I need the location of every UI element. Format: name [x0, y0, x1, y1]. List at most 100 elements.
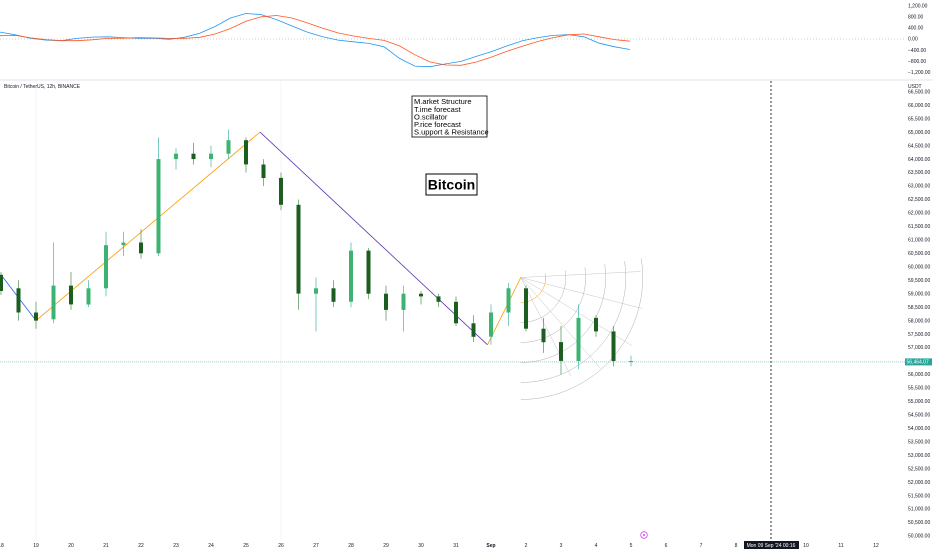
candle-body: [139, 242, 143, 254]
price-tick-label: 54,000.00: [908, 426, 930, 432]
candle-body: [524, 288, 528, 329]
time-tick-label: 3: [560, 543, 563, 549]
candle-body: [506, 288, 511, 313]
candle-body: [16, 288, 21, 313]
candle-body: [471, 323, 476, 337]
price-tick-label: 51,500.00: [908, 493, 930, 499]
price-tick-label: 53,500.00: [908, 439, 930, 445]
time-tick-label: 27: [313, 543, 319, 549]
price-tick-label: 61,500.00: [908, 224, 930, 230]
candle-body: [559, 342, 563, 361]
price-tick-label: 52,000.00: [908, 480, 930, 486]
price-tick-label: 50,000.00: [908, 534, 930, 540]
trend-lines: [0, 131, 522, 346]
price-tick-label: 60,500.00: [908, 251, 930, 257]
oscillator-line-2: [0, 15, 631, 66]
price-tick-label: 58,500.00: [908, 305, 930, 311]
trend-line: [259, 131, 488, 346]
candle-body: [576, 317, 581, 361]
time-tick-label: 7: [700, 543, 703, 549]
time-tick-label: 25: [243, 543, 249, 549]
oscillator-tick-label: −1,200.00: [908, 70, 931, 76]
candle-body: [401, 293, 406, 310]
candle-body: [296, 204, 301, 294]
crosshair-time-label: Mon 09 Sep '24 00:16: [747, 543, 796, 549]
annotation-bitcoin-label[interactable]: Bitcoin: [425, 173, 478, 196]
time-tick-label: 8: [735, 543, 738, 549]
oscillator-tick-label: 400.00: [908, 26, 924, 32]
fib-arc: [520, 270, 566, 323]
oscillator-tick-label: −400.00: [908, 48, 926, 54]
price-tick-label: 63,000.00: [908, 184, 930, 190]
candle-body: [69, 285, 73, 305]
event-marker[interactable]: [640, 531, 648, 539]
crosshair: Mon 09 Sep '24 00:16: [744, 81, 799, 549]
time-tick-label: 28: [348, 543, 354, 549]
time-tick-label: 21: [103, 543, 109, 549]
price-tick-label: 59,000.00: [908, 291, 930, 297]
price-tick-label: 61,000.00: [908, 238, 930, 244]
price-tick-label: 58,000.00: [908, 318, 930, 324]
price-tick-label: 55,500.00: [908, 386, 930, 392]
time-tick-label: 4: [595, 543, 598, 549]
candle-body: [191, 153, 196, 160]
time-axis: 1819202122232425262728293031Sep234567810…: [0, 543, 879, 549]
price-tick-label: 64,000.00: [908, 157, 930, 163]
time-tick-label: 11: [838, 543, 843, 549]
candle-body: [34, 312, 38, 321]
annotation-note[interactable]: M.arket Structure T.ime forecast O.scill…: [411, 95, 489, 138]
oscillator-tick-label: 1,200.00: [908, 4, 928, 10]
candle-body: [261, 164, 266, 178]
candle-body: [104, 245, 108, 289]
candle-body: [209, 153, 213, 160]
candle-body: [331, 288, 336, 302]
trend-line: [35, 131, 261, 321]
candlestick-series: [0, 129, 633, 375]
time-tick-label: 29: [383, 543, 389, 549]
trend-line: [487, 277, 522, 345]
price-panel: Bitcoin / TetherUS, 12h, BINANCE USDT 66…: [0, 81, 932, 549]
price-axis: 66,500.00 66,000.00 65,500.00 65,000.00 64,5…: [908, 90, 930, 540]
time-tick-label: 26: [278, 543, 284, 549]
candle-body: [384, 293, 388, 310]
candle-body: [51, 285, 56, 320]
candle-body: [0, 274, 3, 291]
candle-body: [419, 293, 423, 297]
candle-body: [611, 331, 616, 361]
fib-speed-resistance-arcs: [520, 258, 643, 400]
price-tick-label: 62,500.00: [908, 197, 930, 203]
oscillator-panel: 1,200.00 800.00 400.00 0.00 −400.00 −800.00 −1…: [0, 4, 931, 76]
currency-label: USDT: [908, 84, 922, 90]
current-price-marker: 56,464.07: [0, 358, 932, 366]
current-price-badge: [905, 358, 932, 366]
price-tick-label: 51,000.00: [908, 507, 930, 513]
fib-arc: [520, 267, 586, 343]
price-tick-label: 59,500.00: [908, 278, 930, 284]
price-tick-label: 65,500.00: [908, 116, 930, 122]
candle-body: [174, 153, 178, 160]
oscillator-tick-label: −800.00: [908, 59, 926, 65]
candle-body: [314, 288, 318, 294]
time-tick-label: Sep: [486, 543, 495, 549]
price-tick-label: 64,500.00: [908, 143, 930, 149]
time-tick-label: 22: [138, 543, 144, 549]
fib-ray: [520, 271, 641, 278]
candle-body: [436, 296, 441, 302]
note-line-1: M.arket Structure: [414, 97, 472, 106]
oscillator-tick-label: 800.00: [908, 15, 924, 21]
note-line-4: P.rice forecast: [414, 120, 462, 129]
price-tick-label: 52,500.00: [908, 466, 930, 472]
fib-ray: [520, 277, 601, 368]
price-tick-label: 57,000.00: [908, 345, 930, 351]
fib-arc: [520, 261, 627, 383]
price-tick-label: 54,500.00: [908, 413, 930, 419]
price-tick-label: 62,000.00: [908, 211, 930, 217]
crosshair-time-badge: [744, 541, 799, 549]
candle-body: [349, 250, 353, 302]
price-tick-label: 66,500.00: [908, 90, 930, 96]
time-tick-label: 20: [68, 543, 74, 549]
time-tick-label: 2: [525, 543, 528, 549]
time-tick-label: 18: [0, 543, 4, 549]
oscillator-axis: 1,200.00 800.00 400.00 0.00 −400.00 −800.00 −1…: [908, 4, 931, 76]
